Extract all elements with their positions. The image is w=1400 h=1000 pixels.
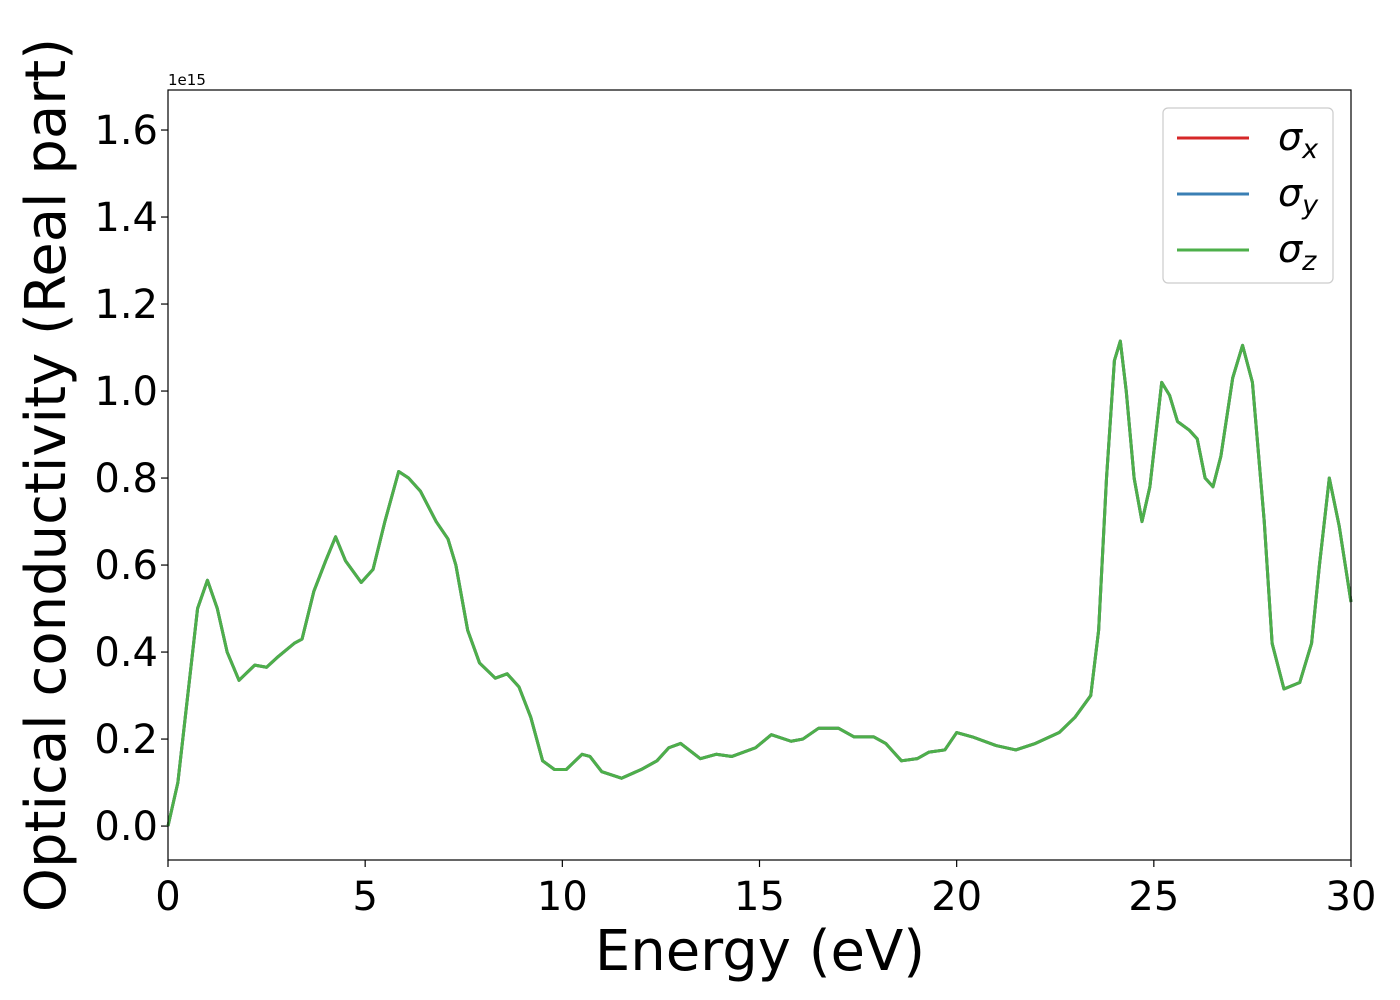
y-tick-label: 0.4 [94,630,158,676]
series-line [166,339,1353,827]
x-tick-label: 15 [734,874,785,920]
y-tick-label: 1.0 [94,369,158,415]
x-tick-label: 5 [352,874,377,920]
x-axis-label: Energy (eV) [595,919,925,984]
series-line [166,339,1353,827]
x-tick-label: 30 [1326,874,1377,920]
plot-frame [167,89,1352,861]
x-tick-label: 0 [155,874,180,920]
y-axis-label: Optical conductivity (Real part) [14,38,79,912]
x-tick-label: 10 [537,874,588,920]
y-tick-label: 0.2 [94,717,158,763]
y-tick-label: 1.6 [94,108,158,154]
y-tick-label: 1.2 [94,282,158,328]
y-tick-label: 0.6 [94,543,158,589]
legend-label: σz [1278,227,1317,277]
x-tick-label: 20 [931,874,982,920]
y-tick-label: 1.4 [94,195,158,241]
y-tick-label: 0.8 [94,456,158,502]
legend-label: σy [1278,171,1319,221]
x-tick-label: 25 [1128,874,1179,920]
series-line [166,339,1353,827]
legend-label: σx [1278,115,1319,165]
y-tick-label: 0.0 [94,804,158,850]
y-offset-label: 1e15 [168,71,206,89]
